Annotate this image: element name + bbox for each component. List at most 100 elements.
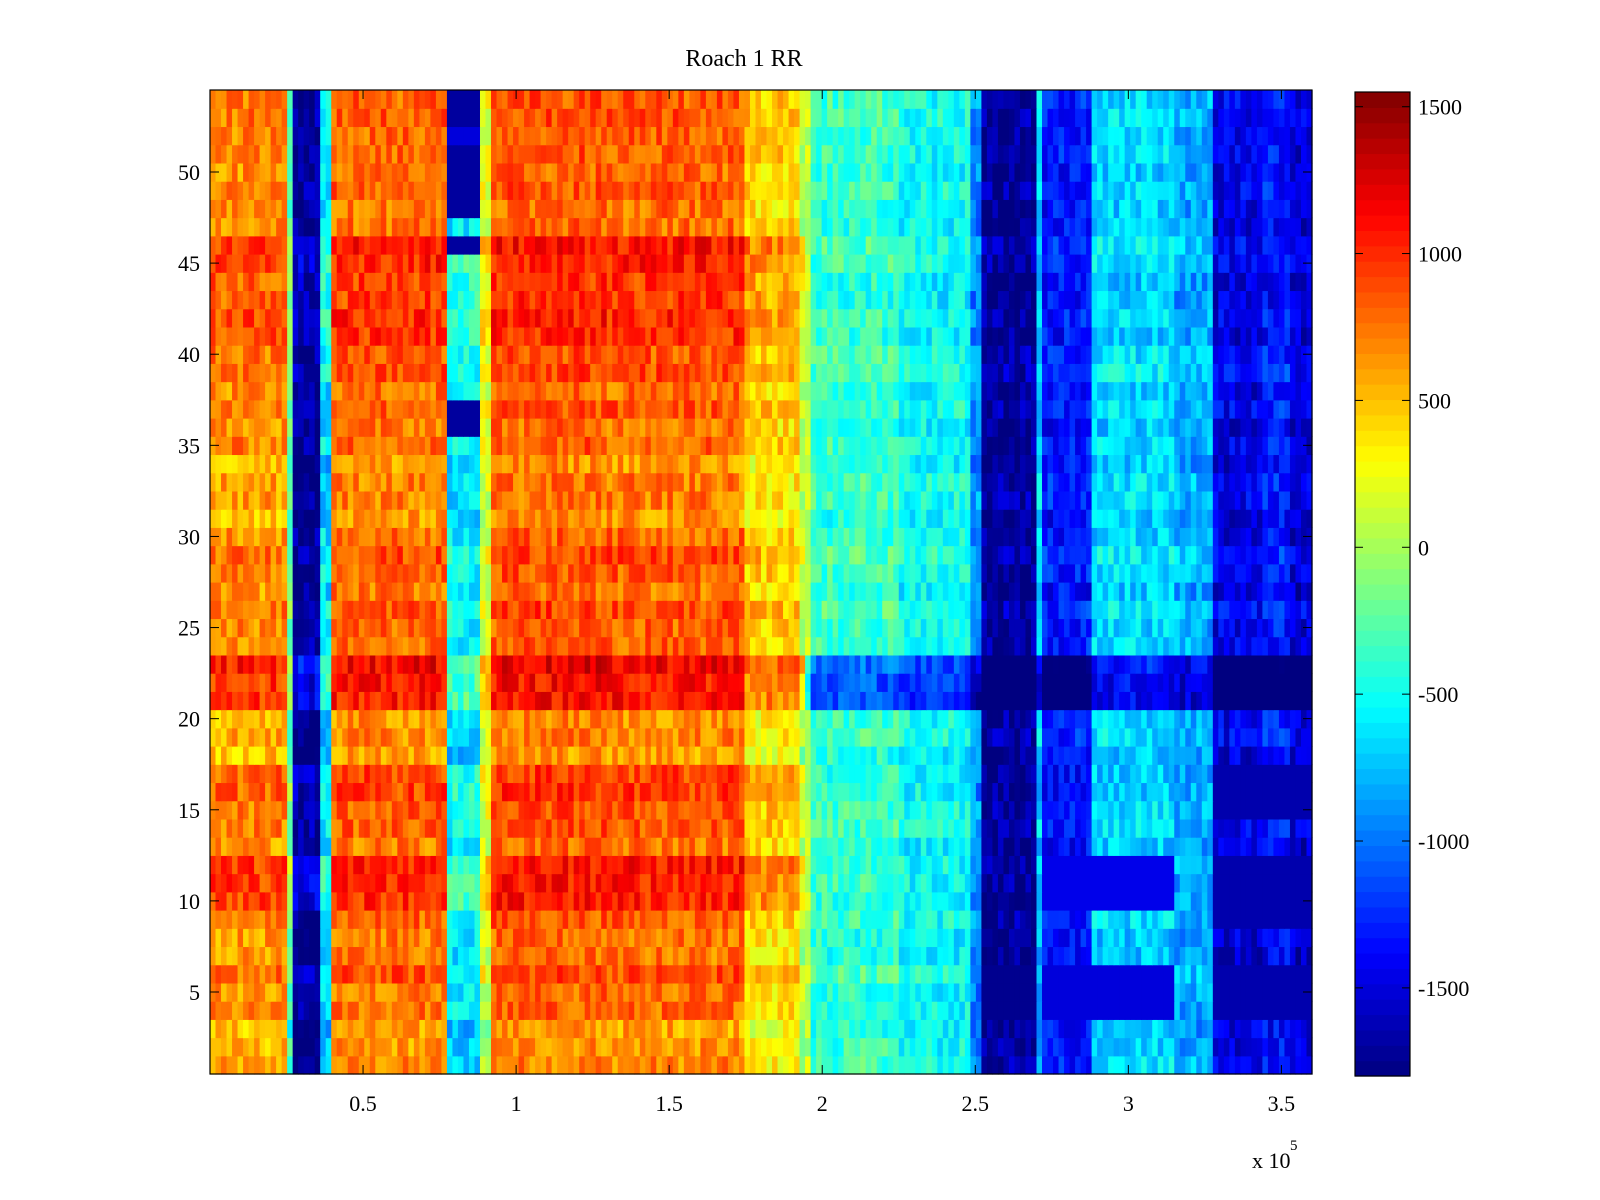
- heatmap-cell: [838, 1001, 845, 1020]
- heatmap-cell: [975, 636, 982, 656]
- heatmap-cell: [970, 764, 977, 784]
- heatmap-cell: [678, 654, 685, 674]
- heatmap-cell: [672, 746, 679, 765]
- heatmap-cell: [507, 1019, 514, 1039]
- heatmap-cell: [628, 964, 635, 984]
- heatmap-cell: [854, 746, 861, 765]
- heatmap-cell: [634, 1019, 641, 1039]
- heatmap-cell: [386, 1055, 393, 1075]
- heatmap-cell: [590, 709, 597, 729]
- heatmap-cell: [226, 709, 233, 729]
- heatmap-cell: [876, 654, 883, 674]
- heatmap-cell: [887, 691, 894, 711]
- heatmap-cell: [270, 1055, 277, 1075]
- heatmap-cell: [683, 928, 690, 948]
- heatmap-cell: [309, 1019, 316, 1039]
- heatmap-cell: [215, 946, 222, 966]
- heatmap-cell: [303, 746, 310, 765]
- heatmap-cell: [948, 1055, 955, 1075]
- heatmap-cell: [507, 1001, 514, 1020]
- heatmap-cell: [1168, 1001, 1175, 1020]
- heatmap-cell: [491, 746, 498, 765]
- heatmap-cell: [413, 910, 420, 929]
- heatmap-cell: [1069, 891, 1076, 911]
- heatmap-cell: [761, 891, 768, 911]
- heatmap-cell: [755, 727, 762, 747]
- heatmap-cell: [788, 1055, 795, 1075]
- heatmap-cell: [479, 709, 487, 729]
- heatmap-cell: [474, 1019, 481, 1039]
- heatmap-cell: [579, 709, 586, 729]
- heatmap-cell: [964, 746, 971, 765]
- heatmap-cell: [816, 709, 823, 729]
- heatmap-cell: [623, 673, 630, 692]
- heatmap-cell: [639, 873, 646, 893]
- heatmap-cell: [1207, 782, 1214, 802]
- heatmap-cell: [1008, 673, 1016, 692]
- heatmap-cell: [397, 855, 404, 875]
- heatmap-cell: [408, 982, 415, 1002]
- heatmap-cell: [1157, 654, 1164, 674]
- heatmap-cell: [221, 691, 228, 711]
- heatmap-cell: [1030, 673, 1038, 692]
- heatmap-cell: [821, 1037, 828, 1057]
- heatmap-cell: [1207, 764, 1214, 784]
- heatmap-cell: [749, 873, 757, 893]
- heatmap-cell: [942, 691, 949, 711]
- heatmap-cell: [287, 1037, 294, 1057]
- heatmap-cell: [810, 691, 817, 711]
- heatmap-cell: [634, 818, 641, 838]
- heatmap-cell: [221, 1037, 228, 1057]
- heatmap-cell: [474, 782, 481, 802]
- heatmap-cell: [661, 1019, 668, 1039]
- heatmap-cell: [248, 673, 255, 692]
- heatmap-cell: [1069, 1055, 1076, 1075]
- heatmap-cell: [1240, 1037, 1247, 1057]
- heatmap-cell: [1284, 928, 1291, 948]
- heatmap-cell: [716, 891, 724, 911]
- heatmap-cell: [1218, 636, 1225, 656]
- heatmap-cell: [904, 837, 911, 856]
- heatmap-cell: [226, 910, 233, 929]
- heatmap-cell: [298, 618, 305, 638]
- heatmap-cell: [457, 1001, 465, 1020]
- heatmap-cell: [694, 764, 701, 784]
- heatmap-cell: [860, 818, 867, 838]
- heatmap-cell: [463, 782, 470, 802]
- heatmap-cell: [1240, 837, 1247, 856]
- heatmap-cell: [1179, 855, 1186, 875]
- heatmap-cell: [590, 691, 597, 711]
- heatmap-cell: [865, 982, 872, 1002]
- heatmap-cell: [386, 818, 393, 838]
- heatmap-cell: [347, 800, 354, 820]
- heatmap-cell: [496, 800, 503, 820]
- heatmap-cell: [1019, 800, 1027, 820]
- heatmap-cell: [777, 982, 784, 1002]
- heatmap-cell: [1036, 618, 1043, 638]
- heatmap-cell: [1295, 1037, 1302, 1057]
- heatmap-cell: [518, 673, 525, 692]
- heatmap-cell: [777, 1037, 784, 1057]
- heatmap-cell: [854, 673, 861, 692]
- heatmap-cell: [1300, 727, 1308, 747]
- heatmap-cell: [1229, 654, 1236, 674]
- heatmap-cell: [1174, 691, 1181, 711]
- heatmap-cell: [529, 746, 536, 765]
- heatmap-cell: [915, 727, 922, 747]
- heatmap-cell: [1086, 618, 1093, 638]
- heatmap-cell: [546, 1055, 553, 1075]
- heatmap-cell: [1207, 928, 1214, 948]
- heatmap-cell: [419, 982, 426, 1002]
- heatmap-cell: [232, 837, 239, 856]
- heatmap-cell: [689, 618, 696, 638]
- heatmap-cell: [595, 873, 602, 893]
- heatmap-cell: [788, 654, 795, 674]
- heatmap-cell: [1295, 782, 1302, 802]
- heatmap-cell: [683, 891, 690, 911]
- heatmap-cell: [452, 910, 459, 929]
- heatmap-cell: [716, 982, 724, 1002]
- heatmap-cell: [474, 800, 481, 820]
- heatmap-cell: [1152, 928, 1159, 948]
- heatmap-cell: [557, 764, 564, 784]
- heatmap-cell: [221, 818, 228, 838]
